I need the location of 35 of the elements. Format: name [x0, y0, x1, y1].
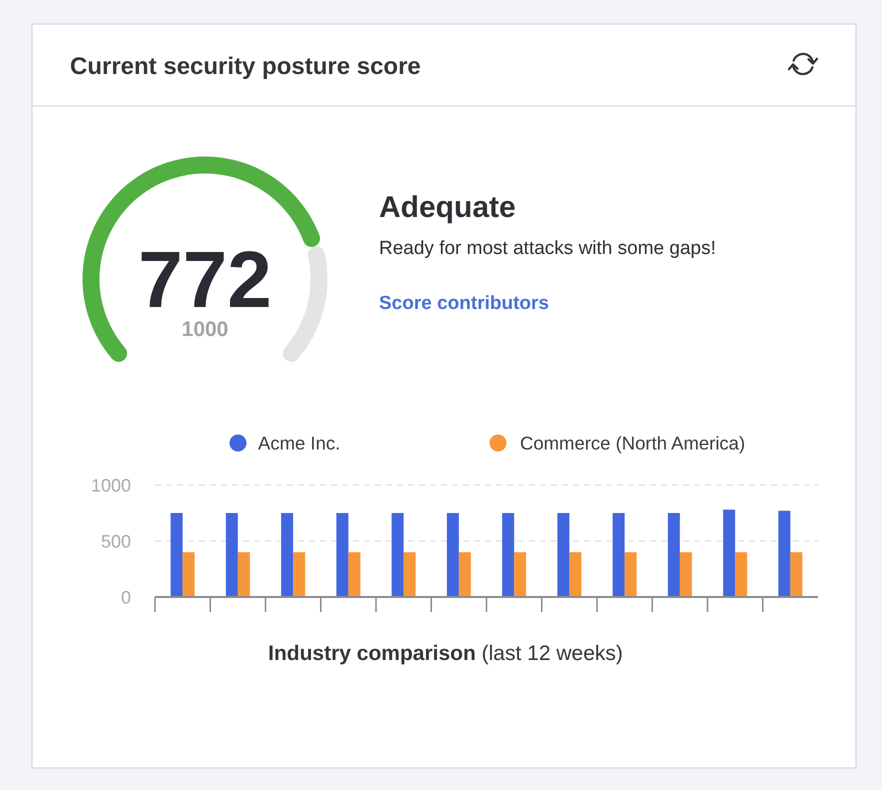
y-tick-label: 0	[120, 588, 131, 608]
bar	[238, 552, 250, 597]
bar	[612, 513, 625, 597]
bar	[723, 510, 736, 597]
legend-label: Commerce (North America)	[520, 432, 746, 454]
text: Adequate	[379, 191, 516, 224]
bar	[293, 552, 306, 597]
bar	[680, 552, 692, 597]
bar	[778, 510, 790, 597]
legend-label: Acme Inc.	[258, 432, 340, 454]
bar	[336, 513, 348, 597]
bar	[502, 513, 514, 597]
text: 1000	[182, 318, 228, 341]
bar	[790, 552, 802, 597]
text: Score contributors	[379, 293, 549, 314]
y-tick-label: 1000	[90, 476, 131, 496]
bar	[514, 552, 526, 597]
bar	[348, 552, 360, 597]
text: Ready for most attacks with some gaps!	[379, 238, 716, 259]
bar	[446, 513, 459, 597]
bar	[226, 513, 238, 597]
chart-title: Current security posture score	[70, 53, 421, 80]
bar	[182, 552, 195, 597]
bar	[404, 552, 416, 597]
bar	[458, 552, 471, 597]
bar	[392, 513, 404, 597]
bar	[557, 513, 570, 597]
bar	[735, 552, 748, 597]
bar	[624, 552, 637, 597]
y-tick-label: 500	[100, 532, 131, 552]
bar	[668, 513, 680, 597]
x-axis-title: Industry comparison (last 12 weeks)	[268, 642, 623, 665]
bar	[569, 552, 582, 597]
bar	[281, 513, 294, 597]
bar	[170, 513, 183, 597]
